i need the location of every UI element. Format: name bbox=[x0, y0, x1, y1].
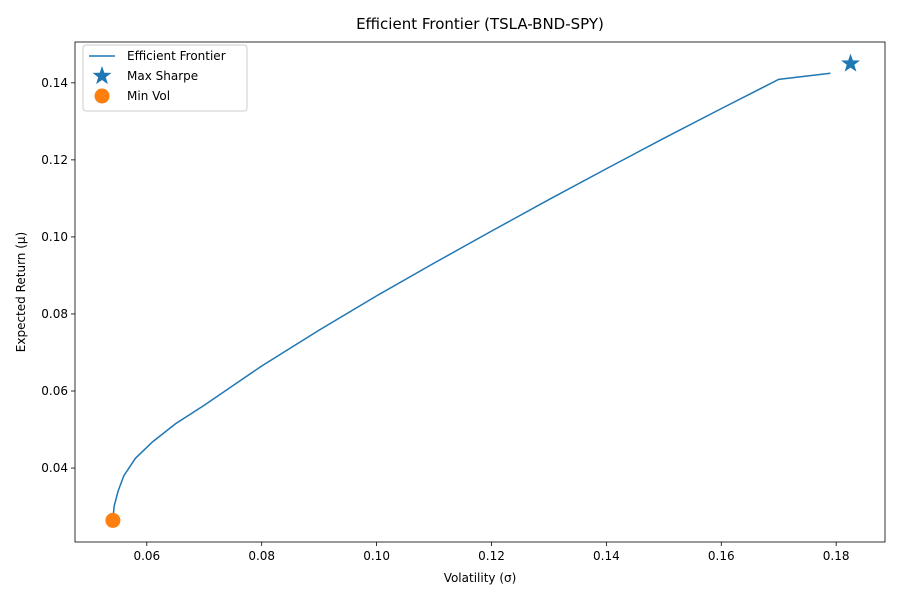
y-tick-label: 0.10 bbox=[41, 230, 68, 244]
legend-star-swatch bbox=[92, 66, 112, 85]
min-vol-marker bbox=[105, 512, 121, 528]
y-axis-label: Expected Return (µ) bbox=[14, 232, 28, 352]
x-tick-label: 0.16 bbox=[708, 549, 735, 563]
x-tick-label: 0.08 bbox=[248, 549, 275, 563]
legend-label: Min Vol bbox=[127, 89, 170, 103]
plot-frame bbox=[74, 41, 886, 543]
y-tick-label: 0.06 bbox=[41, 384, 68, 398]
y-tick-label: 0.08 bbox=[41, 307, 68, 321]
legend-box bbox=[82, 44, 248, 112]
x-tick-label: 0.10 bbox=[363, 549, 390, 563]
legend: Efficient Frontier Max Sharpe Min Vol bbox=[82, 44, 248, 112]
y-tick-label: 0.12 bbox=[41, 153, 68, 167]
y-tick-label: 0.04 bbox=[41, 461, 68, 475]
legend-label: Efficient Frontier bbox=[127, 49, 226, 63]
x-tick-label: 0.12 bbox=[478, 549, 505, 563]
y-tick-label: 0.14 bbox=[41, 76, 68, 90]
x-tick-label: 0.06 bbox=[133, 549, 160, 563]
x-axis-label: Volatility (σ) bbox=[444, 571, 517, 585]
x-tick-label: 0.14 bbox=[593, 549, 620, 563]
x-tick-label: 0.18 bbox=[823, 549, 850, 563]
efficient-frontier-line bbox=[112, 72, 831, 521]
legend-label: Max Sharpe bbox=[127, 69, 198, 83]
legend-circle-swatch bbox=[94, 88, 110, 104]
max-sharpe-marker bbox=[841, 53, 861, 72]
chart-title: Efficient Frontier (TSLA-BND-SPY) bbox=[356, 15, 604, 33]
